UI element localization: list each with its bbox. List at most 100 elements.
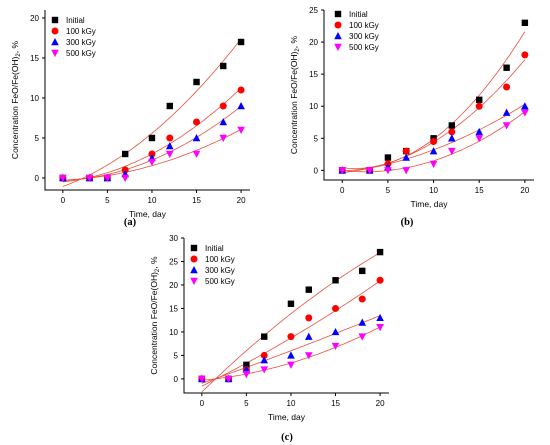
x-tick-label: 10 bbox=[429, 186, 438, 195]
x-axis-label: Time, day bbox=[129, 209, 167, 219]
point-500-kgy bbox=[475, 135, 484, 143]
legend-marker-initial bbox=[334, 10, 342, 18]
x-tick-label: 10 bbox=[287, 399, 296, 408]
point-300-kgy bbox=[475, 127, 484, 136]
point-initial bbox=[243, 361, 250, 369]
point-500-kgy bbox=[521, 109, 529, 117]
point-500-kgy bbox=[198, 375, 206, 383]
legend-label-initial: Initial bbox=[205, 244, 224, 253]
point-300-kgy bbox=[429, 147, 438, 155]
point-500-kgy bbox=[358, 333, 367, 341]
point-100-kgy bbox=[332, 304, 340, 312]
x-tick-label: 10 bbox=[148, 196, 157, 205]
point-initial bbox=[503, 64, 510, 71]
point-300-kgy bbox=[165, 142, 174, 150]
y-tick-label: 20 bbox=[30, 14, 39, 23]
point-500-kgy bbox=[165, 150, 174, 158]
point-500-kgy bbox=[242, 371, 251, 379]
point-300-kgy bbox=[448, 134, 456, 142]
point-100-kgy bbox=[260, 351, 268, 359]
point-initial bbox=[122, 150, 129, 158]
y-tick-label: 5 bbox=[35, 134, 40, 143]
legend: Initial 100 kGy 300 kGy 500 kGy bbox=[190, 244, 235, 286]
point-300-kgy bbox=[521, 102, 529, 110]
point-500-kgy bbox=[331, 342, 340, 351]
x-tick-label: 20 bbox=[237, 196, 246, 205]
axis-frame bbox=[183, 238, 389, 394]
x-tick-label: 20 bbox=[520, 186, 529, 195]
y-tick-label: 15 bbox=[309, 70, 318, 79]
y-tick-label: 0 bbox=[35, 174, 40, 183]
legend-label-initial: Initial bbox=[66, 16, 85, 25]
y-tick-label: 15 bbox=[169, 304, 178, 313]
y-tick-label: 10 bbox=[30, 94, 39, 103]
panel-label: (b) bbox=[401, 217, 414, 228]
point-100-kgy bbox=[287, 333, 295, 341]
point-500-kgy bbox=[219, 134, 228, 142]
y-axis-label: Concentration FeO/Fe(OH)2, % bbox=[149, 256, 161, 375]
legend-marker-500-kgy bbox=[334, 43, 342, 51]
y-tick-label: 5 bbox=[314, 134, 319, 143]
point-initial bbox=[359, 267, 366, 275]
legend-marker-initial bbox=[190, 244, 198, 252]
x-tick-label: 0 bbox=[200, 399, 205, 408]
point-500-kgy bbox=[287, 361, 295, 369]
legend-marker-300-kgy bbox=[190, 266, 198, 274]
x-axis-label: Time, day bbox=[268, 412, 306, 422]
legend-label-300-kgy: 300 kGy bbox=[66, 38, 96, 47]
point-initial bbox=[376, 248, 384, 256]
legend-marker-300-kgy bbox=[51, 38, 59, 46]
x-tick-label: 15 bbox=[475, 186, 484, 195]
legend-marker-100-kgy bbox=[190, 255, 198, 263]
point-300-kgy bbox=[304, 332, 313, 340]
point-500-kgy bbox=[402, 167, 410, 175]
point-300-kgy bbox=[242, 365, 251, 373]
point-initial bbox=[261, 333, 268, 340]
y-tick-label: 10 bbox=[309, 102, 318, 111]
x-tick-label: 20 bbox=[376, 399, 385, 408]
y-tick-label: 25 bbox=[309, 6, 318, 15]
point-500-kgy bbox=[121, 174, 130, 182]
legend-label-300-kgy: 300 kGy bbox=[205, 266, 235, 275]
point-100-kgy bbox=[305, 314, 313, 322]
point-500-kgy bbox=[59, 174, 67, 182]
panel-label: (a) bbox=[124, 217, 137, 228]
point-300-kgy bbox=[260, 356, 269, 364]
x-tick-label: 5 bbox=[105, 196, 110, 205]
x-tick-label: 5 bbox=[244, 399, 249, 408]
point-initial bbox=[166, 102, 173, 110]
legend-label-300-kgy: 300 kGy bbox=[349, 32, 379, 41]
point-initial bbox=[476, 96, 483, 104]
panel-c: 0 5 10 15 20 0 5 10 15 20 25 30 Time, day Concentrati… bbox=[149, 234, 389, 443]
legend-label-100-kgy: 100 kGy bbox=[349, 21, 379, 30]
point-500-kgy bbox=[224, 375, 233, 383]
y-tick-label: 5 bbox=[174, 351, 179, 360]
point-initial bbox=[305, 286, 312, 293]
legend-label-initial: Initial bbox=[349, 10, 368, 19]
x-axis-label: Time, day bbox=[410, 199, 448, 209]
point-500-kgy bbox=[304, 352, 313, 360]
point-initial bbox=[287, 300, 295, 307]
point-100-kgy bbox=[521, 51, 529, 59]
legend-label-100-kgy: 100 kGy bbox=[205, 255, 235, 264]
point-initial bbox=[148, 134, 156, 142]
point-100-kgy bbox=[448, 128, 456, 136]
panel-a: 0 5 10 15 20 0 5 10 15 20 Time, day Concentration F… bbox=[10, 10, 250, 228]
point-initial bbox=[384, 154, 392, 161]
legend-marker-initial bbox=[51, 16, 59, 24]
point-300-kgy bbox=[287, 351, 295, 359]
point-500-kgy bbox=[338, 167, 347, 175]
panel-b: 0 5 10 15 20 0 5 10 15 20 25 Time, day Concentration… bbox=[289, 6, 534, 228]
y-tick-label: 15 bbox=[30, 54, 39, 63]
point-500-kgy bbox=[384, 167, 392, 175]
legend: Initial 100 kGy 300 kGy 500 kGy bbox=[51, 16, 96, 58]
point-initial bbox=[237, 38, 245, 46]
axis-frame bbox=[323, 10, 534, 181]
y-axis-label: Concentration FeO/Fe(OH)2, % bbox=[10, 40, 22, 159]
fit-curve-initial bbox=[62, 38, 242, 187]
y-tick-label: 30 bbox=[169, 234, 178, 243]
point-initial bbox=[332, 277, 339, 284]
legend-marker-500-kgy bbox=[51, 49, 59, 57]
point-300-kgy bbox=[502, 108, 511, 116]
